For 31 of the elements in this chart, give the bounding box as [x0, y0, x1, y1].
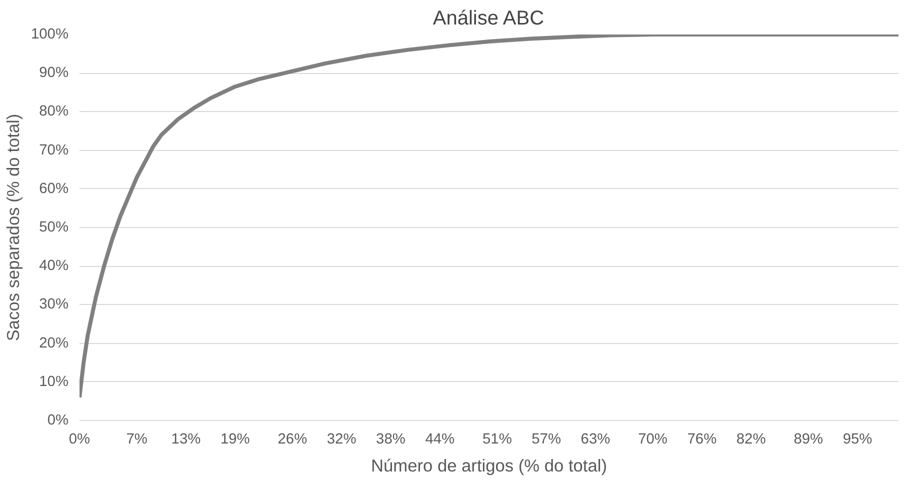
y-tick-label: 30%	[39, 296, 69, 313]
x-tick-label: 57%	[532, 432, 562, 448]
x-tick-label: 82%	[736, 432, 766, 448]
x-tick-label: 89%	[794, 432, 824, 448]
y-tick-label: 20%	[39, 335, 69, 352]
y-axis-title: Sacos separados (% do total)	[3, 114, 24, 342]
y-tick-label: 90%	[39, 65, 69, 82]
x-tick-label: 0%	[68, 432, 90, 448]
y-tick-label: 80%	[39, 104, 69, 120]
x-tick-label: 70%	[638, 432, 668, 448]
x-tick-label: 38%	[376, 432, 406, 448]
x-tick-label: 76%	[687, 432, 717, 448]
x-tick-label: 7%	[126, 432, 148, 448]
x-axis-title: Número de artigos (% do total)	[371, 456, 607, 476]
x-tick-label: 51%	[482, 432, 512, 448]
x-tick-label: 32%	[326, 432, 356, 448]
x-tick-label: 26%	[278, 432, 308, 448]
x-tick-label: 13%	[171, 432, 201, 448]
y-tick-label: 40%	[39, 258, 69, 274]
x-tick-label: 95%	[842, 432, 872, 448]
x-tick-label: 19%	[220, 432, 250, 448]
y-tick-label: 50%	[39, 220, 69, 236]
line-series	[80, 34, 898, 400]
y-tick-label: 60%	[39, 180, 69, 197]
chart-title: Análise ABC	[432, 8, 544, 30]
y-tick-label: 0%	[47, 412, 69, 428]
y-tick-label: 10%	[39, 374, 69, 390]
y-tick-label: 100%	[31, 26, 69, 42]
x-tick-label: 44%	[425, 432, 455, 448]
y-tick-label: 70%	[39, 142, 69, 158]
x-tick-label: 63%	[580, 432, 610, 448]
